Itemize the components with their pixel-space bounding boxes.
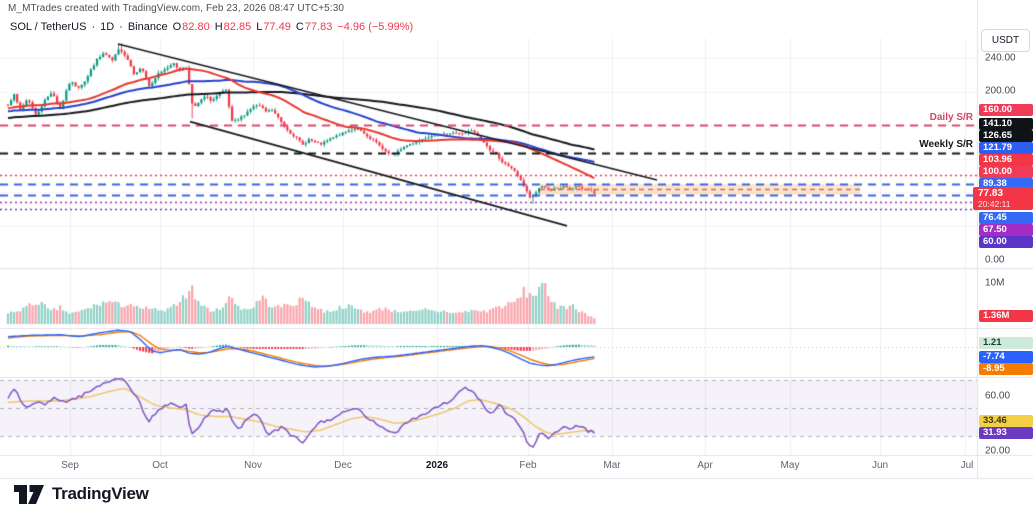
countdown: 20:42:11 (978, 199, 1011, 209)
price-badge: 1.36M (979, 310, 1033, 322)
separator-dot: · (119, 21, 123, 33)
price-badge: -8.95 (979, 363, 1033, 375)
currency-button[interactable]: USDT (981, 29, 1030, 52)
price-badge: 103.96 (979, 154, 1033, 166)
ohlc-values: O 82.80 H 82.85 L 77.49 C 77.83 (173, 21, 333, 33)
time-label: May (780, 460, 800, 471)
chart-canvas[interactable] (0, 0, 1033, 480)
change-readout: −4.96 (−5.99%) (337, 21, 414, 33)
time-label: Dec (334, 460, 352, 471)
scale-tick-label: 20.00 (985, 445, 1011, 457)
scale-tick-label: 60.00 (985, 390, 1011, 402)
tradingview-logo-icon (14, 484, 44, 504)
time-label: Oct (152, 460, 168, 471)
price-badge: 33.46 (979, 415, 1033, 427)
symbol-exchange: Binance (127, 21, 168, 33)
attribution-text: M_MTrades created with TradingView.com, … (8, 3, 345, 14)
price-badge: 160.00 (979, 104, 1033, 116)
tradingview-logo[interactable]: TradingView (14, 484, 149, 504)
time-label: Feb (519, 460, 537, 471)
time-label: Sep (61, 460, 79, 471)
ohlc-pair: C 77.83 (295, 21, 333, 33)
ohlc-pair: O 82.80 (172, 21, 210, 33)
symbol-interval: 1D (100, 21, 115, 33)
price-badge: 126.65 (979, 130, 1033, 142)
daily-sr-label: Daily S/R (929, 112, 973, 123)
time-label: Apr (697, 460, 713, 471)
time-label: Jun (871, 460, 889, 471)
time-label: Jul (960, 460, 974, 471)
price-badge: 31.93 (979, 427, 1033, 439)
scale-tick-label: 10M (985, 277, 1005, 289)
time-label: 2026 (425, 460, 449, 471)
scale-tick-label: 0.00 (985, 254, 1005, 266)
current-price-badge: 77.83 20:42:11 (973, 187, 1033, 210)
price-badge: -7.74 (979, 351, 1033, 363)
price-badge: 60.00 (979, 236, 1033, 248)
scale-tick-label: 200.00 (985, 85, 1016, 97)
separator-dot: · (91, 21, 96, 33)
current-price: 77.83 (978, 188, 1004, 199)
price-badge: 76.45 (979, 212, 1033, 224)
ohlc-pair: L 77.49 (256, 21, 291, 33)
tradingview-logo-text: TradingView (52, 484, 149, 503)
time-label: Nov (244, 460, 262, 471)
price-badge: 121.79 (979, 142, 1033, 154)
ohlc-pair: H 82.85 (214, 21, 252, 33)
symbol-name: SOL / TetherUS (10, 21, 87, 33)
price-badge: 67.50 (979, 224, 1033, 236)
time-axis[interactable]: Sep Oct Nov Dec 2026 Feb Mar Apr May Jun Jul (0, 455, 977, 478)
price-badge: 1.21 (979, 337, 1033, 349)
price-badge: 141.10 (979, 118, 1033, 130)
weekly-sr-label: Weekly S/R (919, 139, 973, 150)
time-label: Mar (603, 460, 621, 471)
scale-tick-label: 240.00 (985, 52, 1016, 64)
symbol-readout: SOL / TetherUS · 1D · Binance O 82.80 H 82.… (10, 21, 413, 33)
price-badge: 100.00 (979, 166, 1033, 178)
